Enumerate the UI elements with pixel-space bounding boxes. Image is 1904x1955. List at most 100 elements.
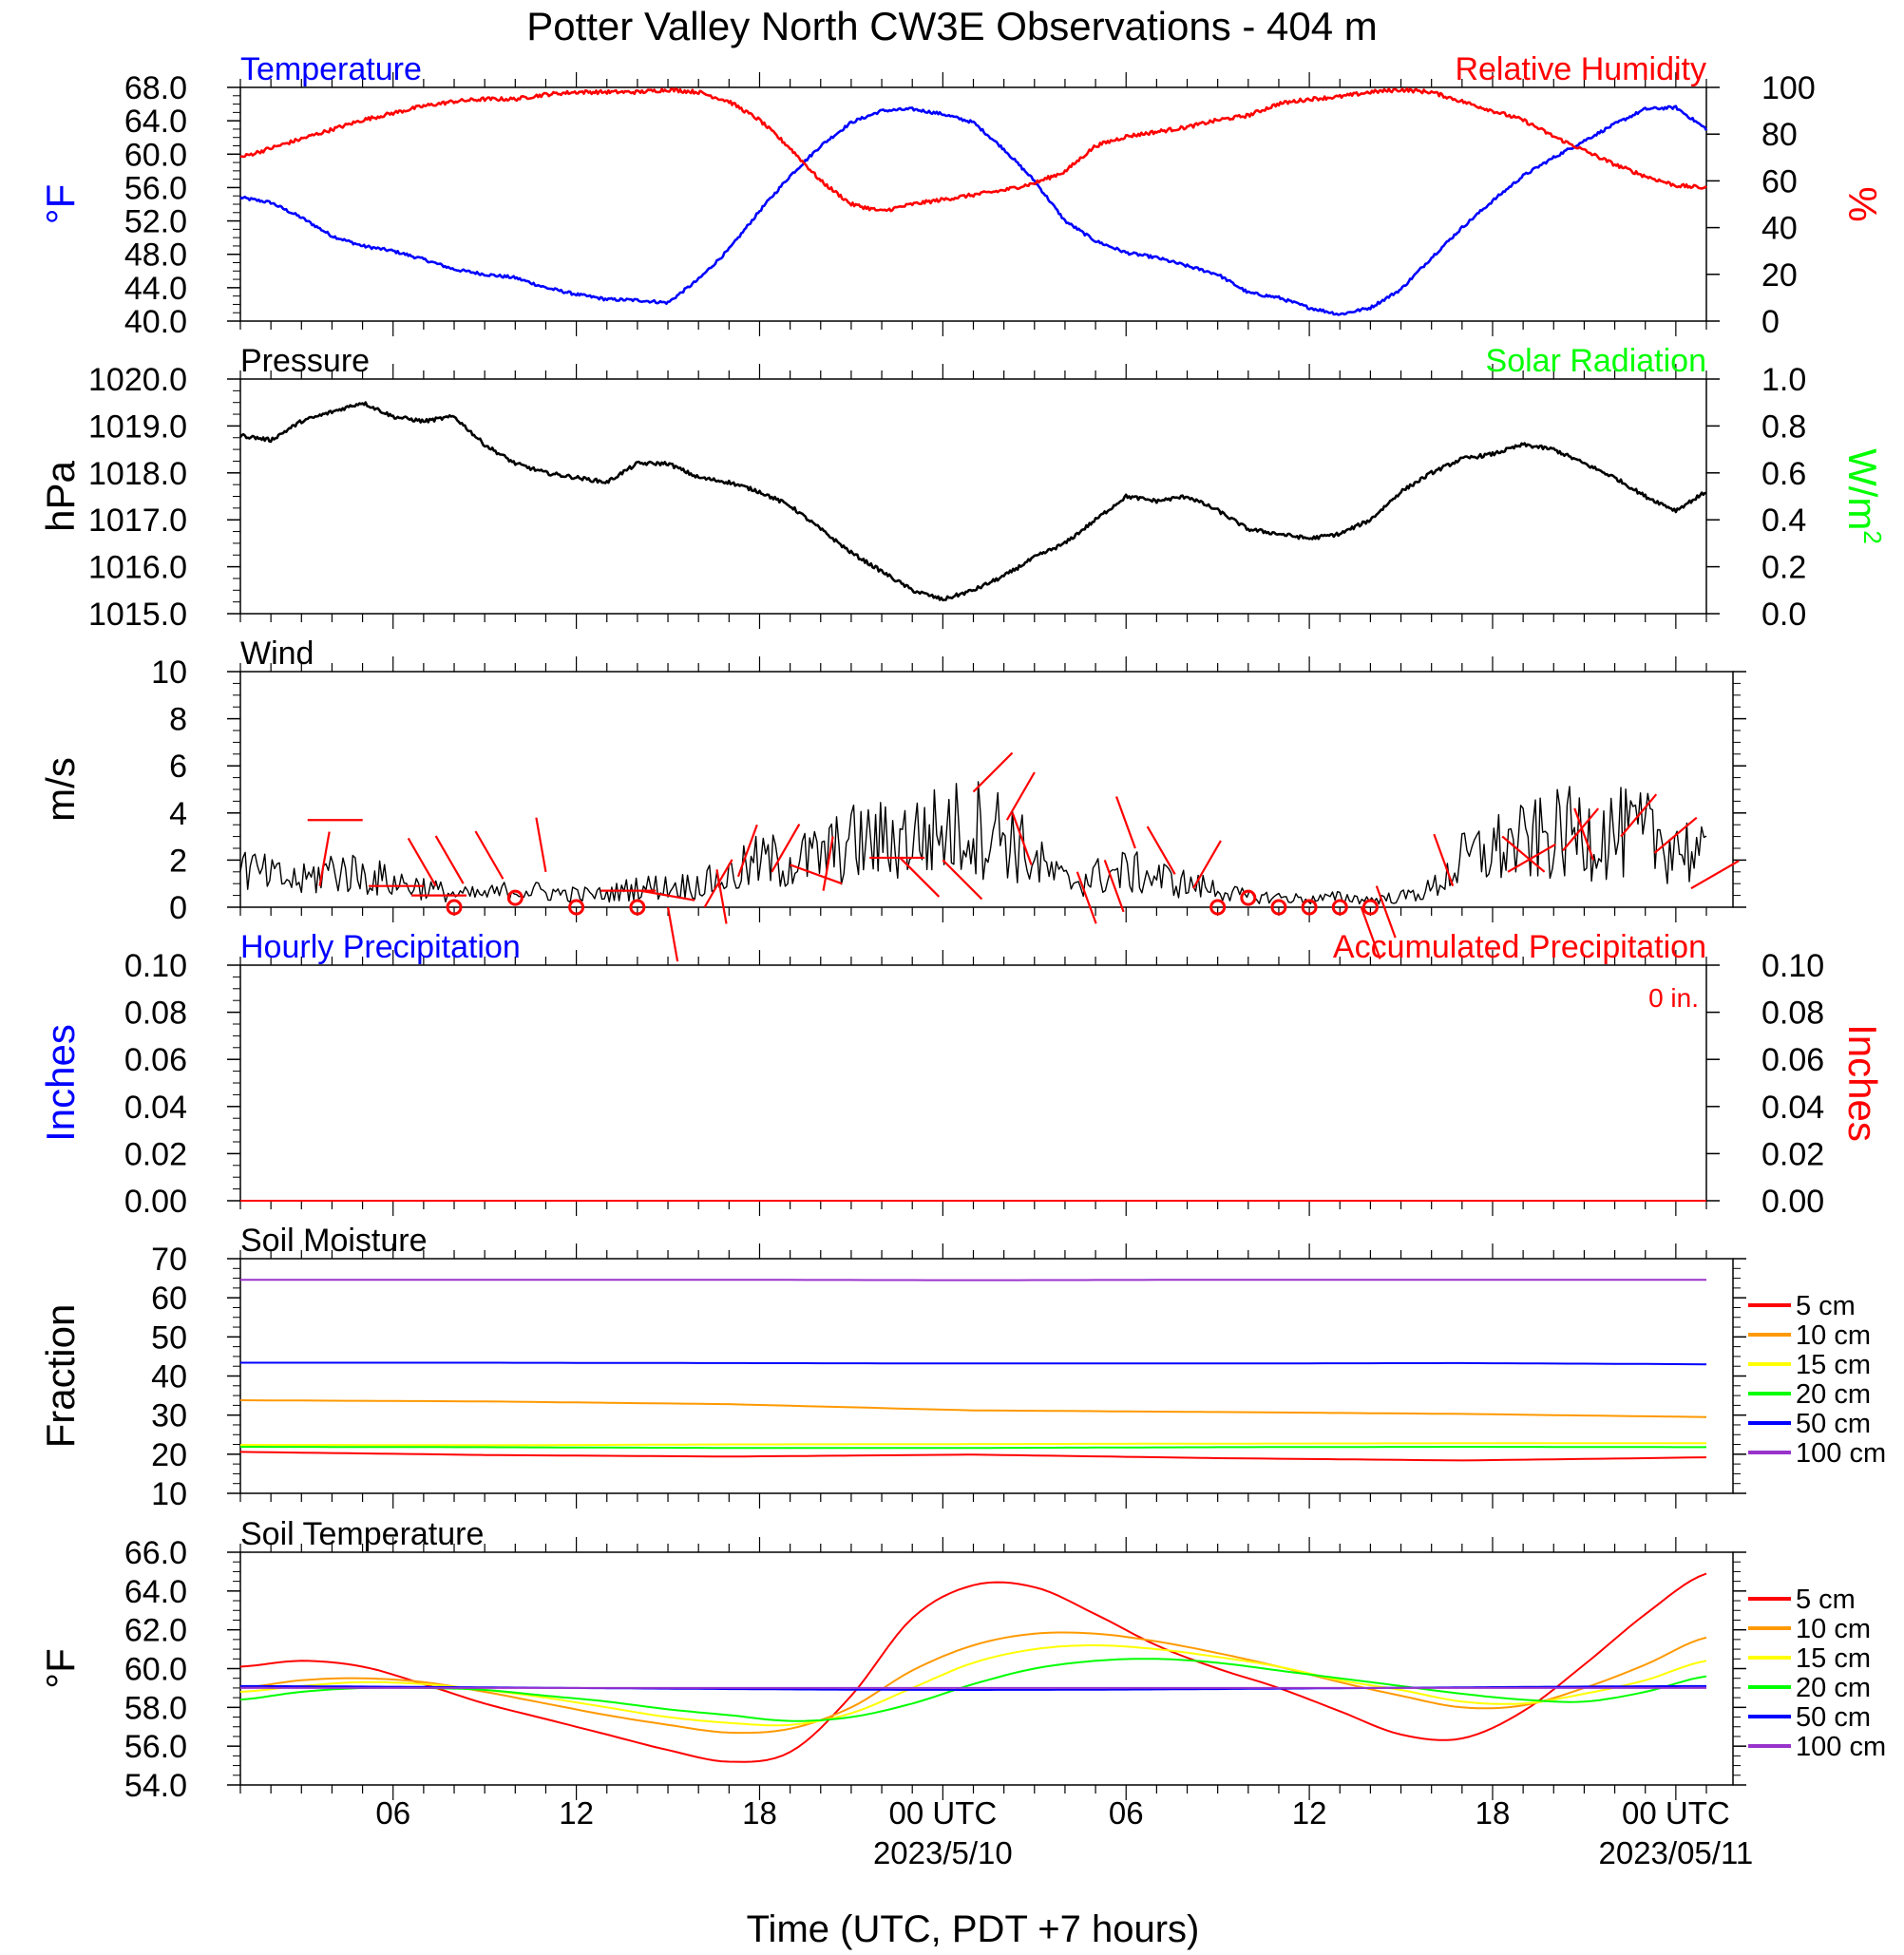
wind-barb — [1501, 835, 1546, 873]
y-axis-title-left: m/s — [38, 757, 83, 822]
y-tick-label-left: 44.0 — [124, 271, 187, 307]
series-line-5-cm — [239, 1451, 1707, 1462]
wind-barb — [1011, 812, 1033, 865]
y-tick-label-left: 1019.0 — [88, 408, 187, 445]
y-tick-label-left: 50 — [151, 1319, 187, 1356]
calm-wind-marker — [1331, 899, 1348, 916]
wind-barb — [942, 859, 983, 901]
panel-title-left: Pressure — [240, 343, 370, 379]
wind-barb — [474, 830, 505, 880]
x-tick-label: 12 — [1292, 1795, 1327, 1831]
wind-barb — [1005, 771, 1036, 821]
legend-label: 5 cm — [1796, 1291, 1856, 1321]
y-axis-title-right: % — [1840, 186, 1885, 221]
y-tick-label-right: 0.2 — [1761, 550, 1806, 586]
panel-title-left: Wind — [240, 636, 314, 672]
x-tick-label: 18 — [742, 1795, 777, 1831]
y-tick-label-right: 0.8 — [1761, 408, 1806, 445]
y-tick-label-left: 0 — [169, 890, 187, 926]
wind-barb — [535, 817, 547, 872]
y-tick-label-right: 100 — [1761, 70, 1816, 106]
y-tick-label-left: 4 — [169, 796, 187, 832]
y-tick-label-right: 0.00 — [1761, 1184, 1824, 1220]
panel-soil_temp: 66.064.062.060.058.056.054.0 Soil Tempera… — [38, 1516, 1886, 1804]
y-axis-title-left: °F — [38, 184, 83, 224]
legend-label: 50 cm — [1796, 1702, 1871, 1733]
wind-barb — [1146, 826, 1176, 875]
x-tick-label: 00 UTC — [889, 1795, 998, 1831]
series-line-pressure — [238, 401, 1707, 602]
wind-barb — [1115, 796, 1136, 849]
wind-barb — [407, 837, 437, 887]
y-tick-label-left: 54.0 — [124, 1768, 187, 1804]
y-tick-label-right: 0.08 — [1761, 996, 1824, 1032]
y-tick-label-left: 1018.0 — [88, 456, 187, 492]
y-tick-label-left: 68.0 — [124, 70, 187, 106]
wind-barb — [1191, 840, 1222, 889]
panel-title-right: Relative Humidity — [1455, 51, 1706, 87]
y-tick-label-left: 2 — [169, 843, 187, 879]
wind-barb — [1562, 807, 1600, 852]
panel-frame — [239, 964, 1707, 1202]
wind-barb — [666, 906, 679, 962]
calm-wind-marker — [1301, 899, 1318, 916]
y-tick-label-left: 52.0 — [124, 204, 187, 240]
y-tick-label-right: 1.0 — [1761, 362, 1806, 398]
y-tick-label-left: 40 — [151, 1359, 187, 1395]
panel-temp_rh: 68.064.060.056.052.048.044.040.0 100 80 60 4… — [38, 51, 1885, 340]
wind-barb — [972, 751, 1014, 793]
wind-barb — [736, 824, 758, 878]
y-tick-label-left: 20 — [151, 1437, 187, 1473]
legend-label: 20 cm — [1796, 1379, 1871, 1410]
y-tick-label-left: 70 — [151, 1242, 187, 1278]
panel-title-right: Accumulated Precipitation — [1333, 929, 1706, 965]
y-tick-label-left: 56.0 — [124, 1729, 187, 1765]
y-tick-label-left: 60.0 — [124, 1652, 187, 1688]
legend-label: 15 cm — [1796, 1643, 1871, 1674]
wind-barb — [1375, 885, 1397, 939]
y-tick-label-left: 0.10 — [124, 948, 187, 984]
y-tick-label-left: 0.08 — [124, 996, 187, 1032]
panel-title-left: Soil Temperature — [240, 1516, 484, 1552]
x-axis-title: Time (UTC, PDT +7 hours) — [747, 1908, 1200, 1950]
panel-title-left: Soil Moisture — [240, 1223, 428, 1259]
wind-barb — [434, 835, 465, 884]
x-date-label: 2023/05/11 — [1598, 1835, 1753, 1870]
series-line-20-cm — [240, 1446, 1706, 1450]
y-tick-label-left: 0.04 — [124, 1090, 187, 1126]
y-tick-label-right: 80 — [1761, 117, 1798, 153]
y-tick-label-left: 0.00 — [124, 1184, 187, 1220]
series-line-20-cm — [239, 1658, 1707, 1722]
legend-label: 15 cm — [1796, 1350, 1871, 1380]
wind-barb — [1620, 793, 1658, 838]
calm-wind-marker — [1209, 899, 1227, 916]
wind-barb — [1360, 906, 1381, 959]
y-axis-title-left: hPa — [38, 460, 83, 531]
wind-barb — [790, 864, 843, 885]
legend-label: 50 cm — [1796, 1409, 1871, 1439]
y-tick-label-left: 1016.0 — [88, 550, 187, 586]
wind-barb — [1076, 871, 1097, 924]
panel-frame — [239, 378, 1707, 615]
y-tick-label-left: 64.0 — [124, 104, 187, 140]
y-tick-label-left: 66.0 — [124, 1535, 187, 1571]
calm-wind-marker — [1270, 899, 1287, 916]
panel-wind: 10 8 6 4 2 0 Wind m/s — [38, 636, 1746, 962]
calm-wind-marker — [568, 899, 585, 916]
y-axis-title-sup: 2 — [1858, 530, 1887, 543]
wind-barb — [1653, 816, 1698, 854]
wind-barb — [1507, 843, 1556, 873]
x-tick-label: 00 UTC — [1622, 1795, 1730, 1831]
series-line-relative-humidity — [239, 87, 1707, 213]
wind-barb — [318, 831, 331, 886]
y-tick-label-right: 60 — [1761, 163, 1798, 199]
wind-barb — [639, 889, 695, 902]
series-line-50-cm — [240, 1361, 1707, 1366]
panel-pressure: 1020.0 1019.0 1018.0 1017.0 1016.0 1015.0 1.0 0… — [38, 343, 1887, 633]
y-tick-label-left: 10 — [151, 1476, 187, 1512]
y-tick-label-right: 40 — [1761, 211, 1798, 247]
series-line-wind — [239, 781, 1707, 905]
y-tick-label-right: 0 — [1761, 304, 1780, 340]
y-axis-title-right: Inches — [1840, 1024, 1885, 1142]
